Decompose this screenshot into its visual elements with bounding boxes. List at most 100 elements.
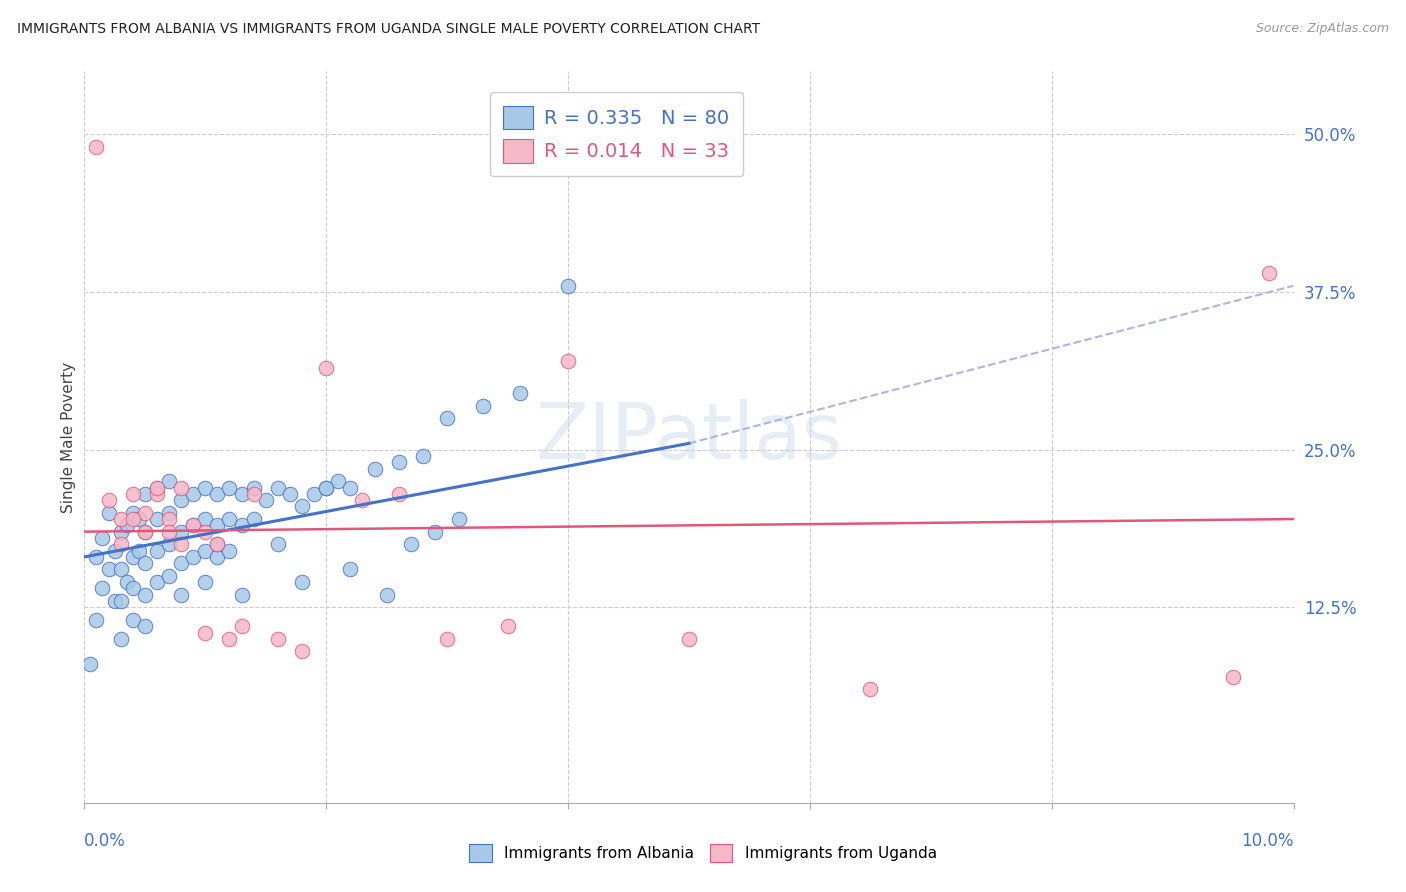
Point: [291, 500, 314, 514]
Point: [110, 594, 132, 608]
Point: [267, 481, 290, 495]
Point: [859, 682, 882, 697]
Text: 0.0%: 0.0%: [84, 831, 127, 849]
Point: [170, 493, 193, 508]
Point: [242, 487, 264, 501]
Point: [121, 549, 143, 564]
Point: [291, 575, 314, 590]
Point: [194, 524, 217, 539]
Point: [157, 474, 180, 488]
Point: [557, 278, 579, 293]
Point: [181, 487, 204, 501]
Point: [267, 632, 290, 646]
Point: [207, 537, 229, 551]
Point: [302, 487, 325, 501]
Point: [110, 632, 132, 646]
Point: [104, 543, 127, 558]
Point: [315, 360, 337, 375]
Point: [207, 487, 229, 501]
Point: [134, 619, 156, 633]
Point: [678, 632, 700, 646]
Point: [194, 543, 217, 558]
Point: [79, 657, 101, 671]
Point: [104, 594, 127, 608]
Point: [110, 537, 132, 551]
Point: [91, 531, 114, 545]
Point: [449, 512, 471, 526]
Point: [557, 354, 579, 368]
Point: [218, 632, 240, 646]
Point: [254, 493, 277, 508]
Point: [291, 644, 314, 658]
Point: [97, 493, 120, 508]
Point: [207, 537, 229, 551]
Point: [423, 524, 446, 539]
Point: [157, 569, 180, 583]
Point: [375, 588, 398, 602]
Legend: Immigrants from Albania, Immigrants from Uganda: Immigrants from Albania, Immigrants from…: [463, 838, 943, 868]
Point: [181, 518, 204, 533]
Point: [91, 582, 114, 596]
Point: [399, 537, 422, 551]
Point: [1222, 670, 1244, 684]
Point: [388, 487, 411, 501]
Point: [146, 575, 169, 590]
Point: [97, 562, 120, 576]
Point: [170, 588, 193, 602]
Point: [110, 524, 132, 539]
Point: [86, 549, 108, 564]
Point: [134, 524, 156, 539]
Point: [121, 613, 143, 627]
Text: ZIPatlas: ZIPatlas: [536, 399, 842, 475]
Point: [181, 549, 204, 564]
Point: [412, 449, 434, 463]
Point: [146, 512, 169, 526]
Point: [110, 512, 132, 526]
Point: [388, 455, 411, 469]
Point: [134, 588, 156, 602]
Point: [436, 411, 458, 425]
Point: [170, 524, 193, 539]
Point: [134, 556, 156, 570]
Point: [194, 625, 217, 640]
Point: [472, 399, 495, 413]
Point: [157, 506, 180, 520]
Point: [157, 537, 180, 551]
Point: [242, 512, 264, 526]
Point: [134, 506, 156, 520]
Point: [170, 481, 193, 495]
Point: [115, 518, 138, 533]
Point: [194, 512, 217, 526]
Point: [509, 386, 531, 401]
Y-axis label: Single Male Poverty: Single Male Poverty: [60, 361, 76, 513]
Point: [128, 512, 150, 526]
Point: [218, 512, 240, 526]
Text: IMMIGRANTS FROM ALBANIA VS IMMIGRANTS FROM UGANDA SINGLE MALE POVERTY CORRELATIO: IMMIGRANTS FROM ALBANIA VS IMMIGRANTS FR…: [17, 22, 761, 37]
Point: [121, 582, 143, 596]
Legend: R = 0.335   N = 80, R = 0.014   N = 33: R = 0.335 N = 80, R = 0.014 N = 33: [489, 92, 742, 177]
Text: Source: ZipAtlas.com: Source: ZipAtlas.com: [1256, 22, 1389, 36]
Point: [146, 487, 169, 501]
Point: [121, 506, 143, 520]
Point: [194, 481, 217, 495]
Point: [121, 487, 143, 501]
Point: [278, 487, 301, 501]
Point: [170, 556, 193, 570]
Point: [157, 524, 180, 539]
Point: [194, 575, 217, 590]
Point: [146, 543, 169, 558]
Point: [207, 549, 229, 564]
Point: [121, 512, 143, 526]
Point: [97, 506, 120, 520]
Point: [134, 524, 156, 539]
Point: [363, 461, 385, 475]
Point: [146, 481, 169, 495]
Point: [436, 632, 458, 646]
Point: [339, 562, 361, 576]
Point: [218, 543, 240, 558]
Point: [496, 619, 519, 633]
Point: [231, 487, 253, 501]
Point: [267, 537, 290, 551]
Point: [231, 619, 253, 633]
Point: [315, 481, 337, 495]
